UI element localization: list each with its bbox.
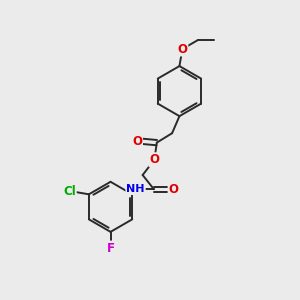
Text: NH: NH [126, 184, 145, 194]
Text: F: F [106, 242, 115, 254]
Text: Cl: Cl [63, 185, 76, 198]
Text: O: O [149, 153, 159, 166]
Text: O: O [177, 43, 188, 56]
Text: O: O [132, 135, 142, 148]
Text: O: O [169, 183, 178, 196]
